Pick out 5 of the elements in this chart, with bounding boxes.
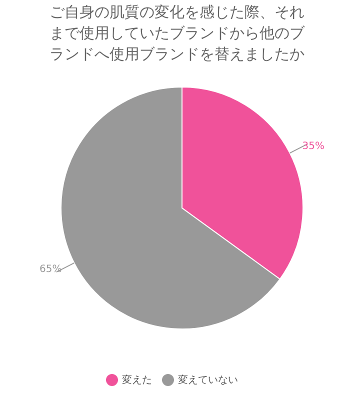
chart-title: ご自身の肌質の変化を感じた際、それまで使用していたブランドから他のブランドへ使用ブランドを替えましたか — [48, 2, 306, 65]
legend-label: 変えた — [122, 375, 152, 386]
data-label: 35% — [302, 141, 325, 152]
legend-label: 変えていない — [178, 375, 238, 386]
data-label: 65% — [39, 264, 62, 275]
